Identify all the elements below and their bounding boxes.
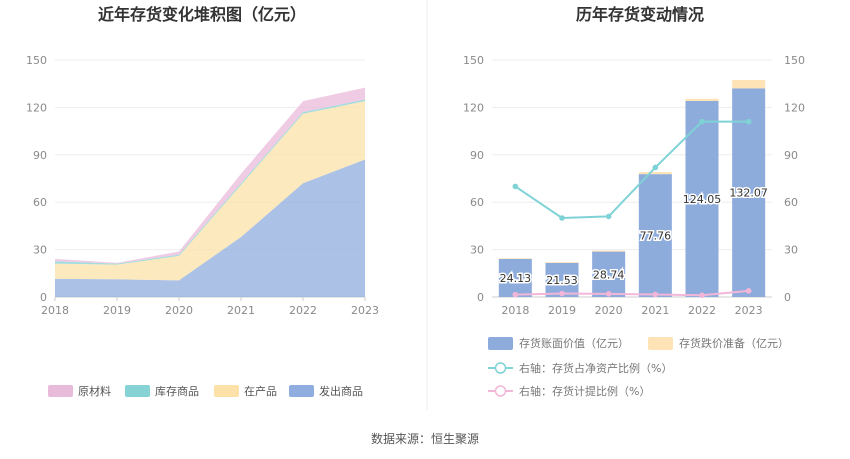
provision-bar (545, 262, 579, 263)
right-legend-label: 存货跌价准备（亿元） (679, 336, 789, 350)
provision-ratio-point (512, 291, 519, 298)
left-legend-swatch (125, 385, 150, 397)
area-series-0 (55, 159, 365, 297)
right-y2-tick-label: 60 (784, 196, 798, 209)
bar-value-label: 124.05 (683, 193, 722, 206)
right-y2-tick-label: 0 (784, 291, 791, 304)
left-y-tick-label: 0 (40, 291, 47, 304)
left-legend-swatch (48, 385, 73, 397)
bar-value-label: 28.74 (593, 268, 625, 281)
left-legend-label: 在产品 (244, 384, 277, 398)
right-y2-tick-label: 150 (784, 54, 805, 67)
left-legend-swatch (289, 385, 314, 397)
right-y-tick-label: 120 (463, 101, 484, 114)
bar-value-label: 21.53 (546, 274, 578, 287)
right-legend-label: 存货账面价值（亿元） (519, 336, 629, 350)
right-bar-line-chart: 0 0 30 30 60 60 90 90 120 120 150 150 2018 2019 2020 20… (463, 54, 805, 398)
right-x-tick-label: 2023 (735, 304, 763, 317)
right-y2-tick-label: 120 (784, 101, 805, 114)
ratio-to-net-assets-point (652, 164, 659, 171)
left-stacked-area-chart: 0 30 60 90 120 150 2018 2019 2020 2021 2022 2023 原材料… (26, 54, 379, 398)
provision-bar (638, 172, 672, 175)
right-y-tick-label: 60 (470, 196, 484, 209)
left-x-tick-label: 2018 (41, 304, 69, 317)
right-legend-label: 右轴：存货占净资产比例（%） (519, 361, 672, 375)
book-value-bar (638, 174, 672, 297)
provision-ratio-line (515, 289, 749, 297)
left-x-tick-label: 2023 (351, 304, 379, 317)
right-x-tick-label: 2020 (595, 304, 623, 317)
provision-bar (732, 79, 766, 89)
right-x-tick-label: 2022 (688, 304, 716, 317)
right-x-tick-label: 2018 (501, 304, 529, 317)
provision-bar (592, 250, 626, 252)
left-x-tick-label: 2022 (289, 304, 317, 317)
provision-ratio-point (559, 290, 565, 297)
ratio-to-net-assets-point (699, 118, 705, 125)
left-y-tick-label: 120 (26, 101, 47, 114)
right-legend-swatch (488, 337, 513, 350)
ratio-to-net-assets-point (745, 118, 752, 125)
bar-value-label: 24.13 (500, 272, 532, 285)
right-legend-marker (494, 362, 507, 374)
left-y-tick-label: 60 (33, 196, 47, 209)
left-y-tick-label: 150 (26, 54, 47, 67)
ratio-to-net-assets-point (512, 183, 519, 190)
area-series-3 (55, 87, 365, 264)
ratio-to-net-assets-line (514, 120, 749, 220)
area-series-1 (55, 101, 365, 281)
book-value-bar (498, 258, 532, 297)
left-legend-label: 发出商品 (319, 384, 363, 398)
right-y-tick-label: 30 (470, 244, 484, 257)
right-chart-title: 历年存货变动情况 (576, 5, 704, 24)
left-legend-label: 库存商品 (155, 384, 199, 398)
right-y-tick-label: 0 (477, 291, 484, 304)
right-legend-label: 右轴：存货计提比例（%） (519, 384, 650, 398)
ratio-to-net-assets-point (559, 215, 565, 221)
provision-bar (685, 98, 719, 102)
provision-ratio-point (699, 292, 705, 299)
right-x-tick-label: 2021 (641, 304, 669, 317)
right-legend-swatch (648, 337, 673, 350)
data-source-note: 数据来源：恒生聚源 (370, 432, 479, 446)
chart-canvas: 近年存货变化堆积图（亿元） 历年存货变动情况 0 30 60 90 120 150 2018… (26, 0, 805, 410)
left-x-tick-label: 2020 (165, 304, 193, 317)
right-y2-tick-label: 30 (784, 244, 798, 257)
left-y-tick-label: 30 (33, 244, 47, 257)
bar-value-label: 132.07 (729, 187, 768, 200)
book-value-bar (592, 251, 626, 297)
left-x-tick-label: 2021 (227, 304, 255, 317)
left-legend-label: 原材料 (78, 384, 111, 398)
provision-ratio-point (605, 291, 612, 297)
ratio-to-net-assets-point (605, 213, 612, 220)
right-y2-tick-label: 90 (784, 149, 798, 162)
left-legend-swatch (214, 385, 239, 397)
left-chart-title: 近年存货变化堆积图（亿元） (98, 5, 306, 24)
provision-ratio-point (745, 288, 752, 294)
right-y-tick-label: 150 (463, 54, 484, 67)
provision-ratio-point (652, 291, 659, 298)
left-y-tick-label: 90 (33, 149, 47, 162)
right-legend-marker (494, 385, 507, 397)
bar-value-label: 77.76 (640, 230, 672, 243)
right-x-tick-label: 2019 (548, 304, 576, 317)
left-x-tick-label: 2019 (103, 304, 131, 317)
provision-bar (498, 258, 532, 259)
right-y-tick-label: 90 (470, 149, 484, 162)
